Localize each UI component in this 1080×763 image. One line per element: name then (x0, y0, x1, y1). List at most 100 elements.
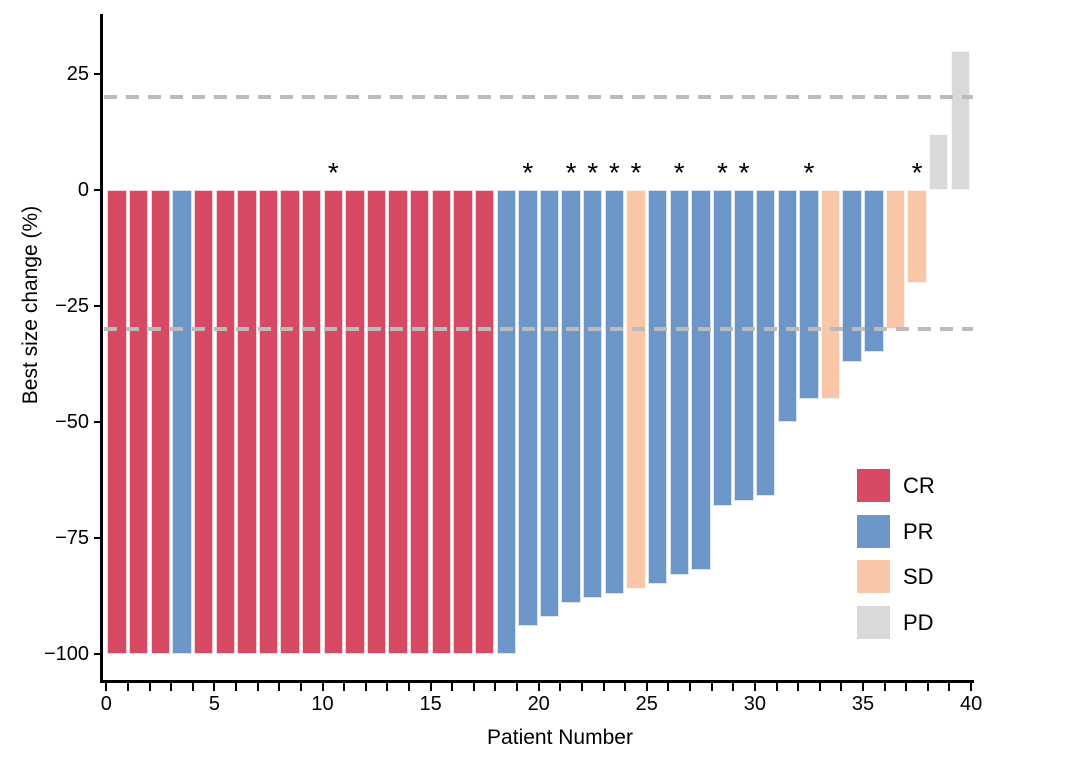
legend-label-CR: CR (903, 473, 935, 498)
bar-patient-34-SD (820, 190, 841, 399)
bar-patient-35-PR (842, 190, 862, 362)
x-tick-34 (840, 683, 843, 691)
asterisk-annotation-patient-33: * (803, 157, 815, 188)
legend-label-PD: PD (903, 610, 934, 636)
x-tick-label-30: 30 (743, 693, 767, 715)
bar-patient-8-CR (258, 190, 279, 654)
y-tick--50 (93, 420, 102, 424)
legend-swatch-CR (857, 469, 890, 502)
asterisk-annotation-patient-11: * (327, 157, 339, 188)
asterisk-annotation-patient-25: * (630, 157, 642, 188)
bar-patient-6-CR (215, 190, 235, 654)
bar-patient-36-PR (864, 190, 884, 353)
y-tick-label-0: 0 (77, 178, 89, 201)
bar-patient-37-SD (885, 190, 906, 330)
y-tick--25 (93, 304, 102, 308)
asterisk-annotation-patient-24: * (608, 157, 620, 188)
x-tick-label-10: 10 (311, 693, 334, 715)
x-tick-27 (689, 683, 692, 691)
legend-swatch-SD (857, 560, 890, 594)
x-tick-7 (256, 683, 259, 691)
threshold-line--30 (104, 327, 973, 331)
x-tick-6 (235, 683, 238, 691)
x-tick-29 (732, 683, 735, 691)
x-tick-30 (753, 683, 756, 691)
x-tick-0 (105, 683, 108, 691)
asterisk-annotation-patient-23: * (587, 157, 599, 188)
x-tick-21 (559, 683, 562, 691)
x-tick-10 (321, 683, 324, 691)
legend-item-PR: PR (857, 514, 977, 548)
y-axis-title: Best size change (%) (19, 205, 42, 405)
x-tick-5 (213, 683, 216, 691)
y-tick-label--100: −100 (43, 642, 89, 665)
x-tick-22 (580, 683, 583, 691)
x-tick-2 (148, 683, 151, 691)
bar-patient-20-PR (518, 190, 538, 627)
legend-label-PR: PR (903, 518, 934, 544)
bar-patient-21-PR (539, 190, 560, 617)
bar-patient-22-PR (561, 190, 581, 603)
asterisk-annotation-patient-38: * (911, 157, 923, 188)
bar-patient-16-CR (431, 190, 452, 654)
asterisk-annotation-patient-20: * (522, 157, 534, 188)
x-tick-label-5: 5 (208, 693, 220, 715)
bar-patient-26-PR (647, 190, 668, 585)
x-tick-32 (797, 683, 800, 691)
bar-patient-23-PR (583, 190, 603, 599)
bar-patient-32-PR (777, 190, 798, 422)
bar-patient-2-CR (129, 190, 149, 654)
bar-patient-7-CR (237, 190, 257, 654)
x-tick-24 (624, 683, 627, 691)
x-tick-12 (364, 683, 367, 691)
x-tick-39 (948, 683, 951, 691)
x-tick-4 (191, 683, 194, 691)
x-tick-14 (407, 683, 410, 691)
legend-swatch-PR (857, 514, 890, 548)
x-tick-18 (494, 683, 497, 691)
x-tick-13 (386, 683, 389, 691)
bar-patient-30-PR (734, 190, 754, 501)
bar-patient-38-SD (907, 190, 927, 283)
bar-patient-10-CR (301, 190, 322, 654)
x-tick-23 (602, 683, 605, 691)
x-tick-19 (516, 683, 519, 691)
x-tick-label-25: 25 (635, 693, 658, 715)
bar-patient-17-CR (453, 190, 473, 654)
y-tick-label-25: 25 (66, 62, 89, 85)
bar-patient-40-PD (950, 50, 970, 190)
bar-patient-13-CR (366, 190, 387, 654)
y-tick--75 (93, 536, 102, 540)
x-tick-35 (862, 683, 864, 691)
x-tick-label-20: 20 (527, 693, 550, 715)
bar-patient-39-PD (928, 134, 949, 190)
bar-patient-15-CR (410, 190, 430, 654)
bar-patient-18-CR (474, 190, 495, 654)
legend-swatch-PD (857, 606, 890, 640)
bar-patient-29-PR (712, 190, 733, 506)
bar-patient-27-PR (669, 190, 689, 576)
x-tick-9 (299, 683, 302, 691)
x-tick-20 (537, 683, 540, 691)
bar-patient-12-CR (345, 190, 365, 654)
asterisk-annotation-patient-27: * (673, 157, 685, 188)
legend-item-CR: CR (857, 469, 977, 502)
bar-patient-14-CR (388, 190, 408, 654)
bar-patient-19-PR (496, 190, 516, 654)
threshold-line-20 (104, 95, 973, 99)
legend-label-SD: SD (903, 564, 934, 590)
bar-patient-3-CR (150, 190, 171, 654)
bar-patient-24-PR (604, 190, 625, 594)
x-tick-37 (905, 683, 908, 691)
x-tick-11 (343, 683, 346, 691)
bar-patient-4-PR (172, 190, 192, 654)
bar-patient-9-CR (280, 190, 300, 654)
y-tick-25 (93, 72, 102, 76)
bar-patient-28-PR (691, 190, 711, 571)
x-axis-line (100, 680, 974, 683)
y-tick-0 (93, 188, 102, 192)
x-tick-38 (926, 683, 929, 691)
x-tick-label-35: 35 (851, 693, 875, 715)
legend-item-SD: SD (857, 560, 977, 594)
